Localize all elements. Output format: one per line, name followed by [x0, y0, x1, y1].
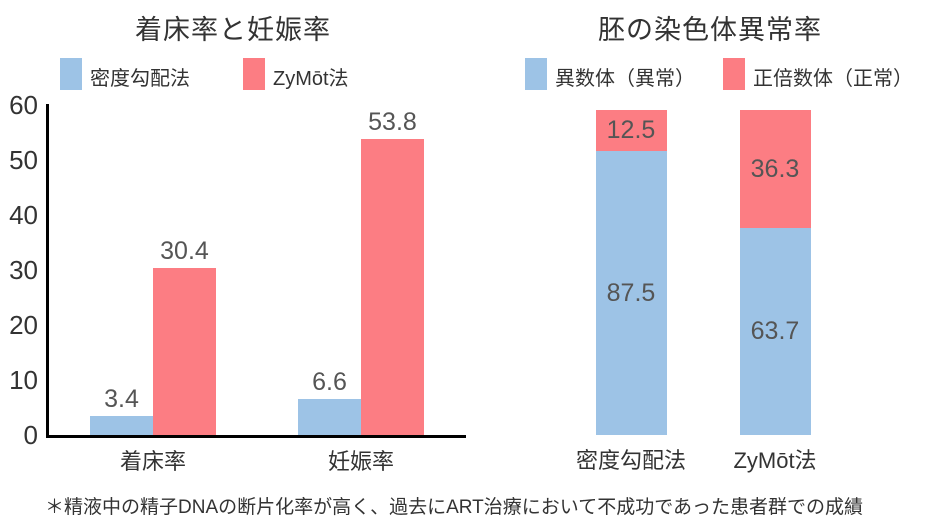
y-tick-label: 40	[9, 200, 38, 230]
right-chart-title: 胚の染色体異常率	[598, 15, 822, 45]
y-axis-line	[46, 104, 49, 438]
legend-swatch-aneuploid	[525, 58, 547, 90]
segment-euploid	[739, 110, 811, 228]
segment-aneuploid	[739, 227, 811, 435]
segment-label-euploid: 36.3	[750, 154, 800, 183]
segment-euploid	[595, 110, 667, 151]
category-label-right: ZyMōt法	[733, 448, 817, 473]
legend-swatch-zymot	[243, 58, 265, 90]
y-tick-label: 20	[9, 310, 38, 340]
legend-label-euploid: 正倍数体（正常）	[753, 68, 913, 90]
legend-label-density-gradient: 密度勾配法	[90, 68, 190, 90]
legend-swatch-density-gradient	[60, 58, 82, 90]
category-label-right: 密度勾配法	[575, 448, 686, 473]
value-label-zymot: 53.8	[368, 108, 417, 137]
left-chart-title: 着床率と妊娠率	[135, 15, 331, 45]
y-tick-label: 50	[9, 145, 38, 175]
category-label-left: 妊娠率	[327, 449, 394, 474]
y-tick-label: 30	[9, 255, 38, 285]
category-label-left: 着床率	[119, 449, 186, 474]
value-label-density-gradient: 3.4	[104, 385, 139, 414]
segment-aneuploid	[595, 150, 667, 435]
y-tick-label: 60	[9, 90, 38, 120]
value-label-zymot: 30.4	[160, 236, 209, 265]
legend-label-zymot: ZyMōt法	[273, 68, 349, 90]
x-axis-line	[46, 435, 466, 438]
bar-density-gradient	[298, 398, 361, 435]
segment-label-euploid: 12.5	[606, 116, 656, 145]
y-tick-label: 0	[23, 420, 38, 450]
value-label-density-gradient: 6.6	[312, 367, 347, 396]
legend-label-aneuploid: 異数体（異常）	[555, 68, 695, 90]
y-tick-label: 10	[9, 365, 38, 395]
segment-label-aneuploid: 63.7	[750, 317, 800, 346]
bar-density-gradient	[90, 416, 153, 435]
bar-zymot	[361, 139, 424, 435]
bar-zymot	[153, 267, 216, 435]
footnote: ＊精液中の精子DNAの断片化率が高く、過去にART治療において不成功であった患者…	[45, 497, 864, 518]
legend-swatch-euploid	[723, 58, 745, 90]
segment-label-aneuploid: 87.5	[606, 278, 656, 307]
